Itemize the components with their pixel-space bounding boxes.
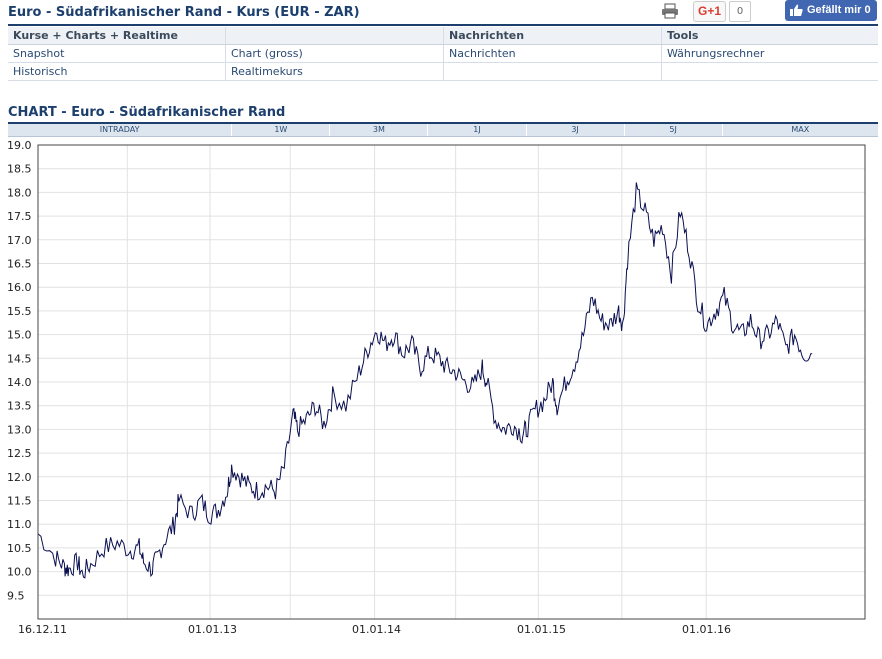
tab-3m[interactable]: 3M bbox=[330, 124, 429, 136]
y-tick-label: 10.0 bbox=[7, 566, 32, 579]
nav-link-waehrungsrechner[interactable]: Währungsrechner bbox=[661, 44, 878, 63]
google-plus-count: 0 bbox=[729, 1, 751, 22]
y-tick-label: 16.0 bbox=[7, 281, 32, 294]
nav-cell-empty bbox=[661, 62, 878, 81]
timeframe-tabs: INTRADAY 1W 3M 1J 3J 5J MAX bbox=[8, 124, 878, 137]
nav-link-realtimekurs[interactable]: Realtimekurs bbox=[225, 62, 444, 81]
quote-nav-table: Kurse + Charts + Realtime Nachrichten To… bbox=[8, 27, 878, 81]
y-tick-label: 17.0 bbox=[7, 234, 32, 247]
y-tick-label: 14.0 bbox=[7, 376, 32, 389]
nav-header-kurse: Kurse + Charts + Realtime bbox=[8, 27, 226, 45]
tab-1w[interactable]: 1W bbox=[232, 124, 331, 136]
y-tick-label: 19.0 bbox=[7, 139, 32, 152]
y-tick-label: 12.0 bbox=[7, 471, 32, 484]
tab-1j[interactable]: 1J bbox=[428, 124, 527, 136]
chart-section-title: CHART - Euro - Südafrikanischer Rand bbox=[8, 105, 286, 120]
y-tick-label: 11.5 bbox=[7, 495, 32, 508]
nav-link-historisch[interactable]: Historisch bbox=[8, 62, 226, 81]
tab-intraday[interactable]: INTRADAY bbox=[8, 124, 233, 136]
y-tick-label: 15.5 bbox=[7, 305, 32, 318]
y-tick-label: 9.5 bbox=[7, 589, 25, 602]
y-tick-label: 14.5 bbox=[7, 352, 32, 365]
nav-header-nachrichten: Nachrichten bbox=[443, 27, 662, 45]
page-title: Euro - Südafrikanischer Rand - Kurs (EUR… bbox=[8, 5, 360, 20]
nav-header-row: Kurse + Charts + Realtime Nachrichten To… bbox=[8, 27, 878, 45]
y-tick-label: 16.5 bbox=[7, 258, 32, 271]
nav-link-nachrichten[interactable]: Nachrichten bbox=[443, 44, 662, 63]
nav-cell-empty bbox=[443, 62, 662, 81]
y-tick-label: 18.5 bbox=[7, 163, 32, 176]
nav-link-chart-gross[interactable]: Chart (gross) bbox=[225, 44, 444, 63]
tab-max[interactable]: MAX bbox=[791, 125, 810, 134]
nav-header-tools: Tools bbox=[661, 27, 878, 45]
y-tick-label: 13.5 bbox=[7, 400, 32, 413]
x-tick-label: 01.01.16 bbox=[682, 623, 731, 636]
thumbs-up-icon bbox=[790, 4, 803, 16]
facebook-like-label: Gefällt mir 0 bbox=[807, 4, 871, 16]
print-icon[interactable] bbox=[661, 3, 679, 19]
title-divider bbox=[8, 24, 878, 26]
y-tick-label: 17.5 bbox=[7, 210, 32, 223]
y-tick-label: 15.0 bbox=[7, 329, 32, 342]
x-tick-label: 01.01.14 bbox=[352, 623, 401, 636]
chart-section-divider bbox=[8, 122, 878, 124]
nav-link-snapshot[interactable]: Snapshot bbox=[8, 44, 226, 63]
y-tick-label: 10.5 bbox=[7, 542, 32, 555]
y-tick-label: 11.0 bbox=[7, 518, 32, 531]
x-tick-label: 16.12.11 bbox=[18, 623, 67, 636]
x-tick-label: 01.01.15 bbox=[517, 623, 566, 636]
facebook-like-button[interactable]: Gefällt mir 0 bbox=[785, 0, 877, 21]
tab-3j[interactable]: 3J bbox=[527, 124, 625, 136]
nav-row: Historisch Realtimekurs bbox=[8, 62, 878, 81]
x-tick-label: 01.01.13 bbox=[188, 623, 237, 636]
y-tick-label: 18.0 bbox=[7, 186, 32, 199]
tab-5j[interactable]: 5J bbox=[625, 124, 723, 136]
y-tick-label: 13.0 bbox=[7, 423, 32, 436]
price-series-line bbox=[37, 182, 813, 579]
y-tick-label: 12.5 bbox=[7, 447, 32, 460]
price-chart: 19.0 18.5 18.0 17.5 17.0 16.5 16.0 15.5 15.0 14.5… bbox=[7, 139, 866, 636]
nav-row: Snapshot Chart (gross) Nachrichten Währu… bbox=[8, 44, 878, 63]
plot-frame bbox=[37, 144, 866, 620]
google-plus-button[interactable]: G+1 bbox=[693, 1, 726, 22]
nav-header-empty bbox=[225, 27, 444, 45]
